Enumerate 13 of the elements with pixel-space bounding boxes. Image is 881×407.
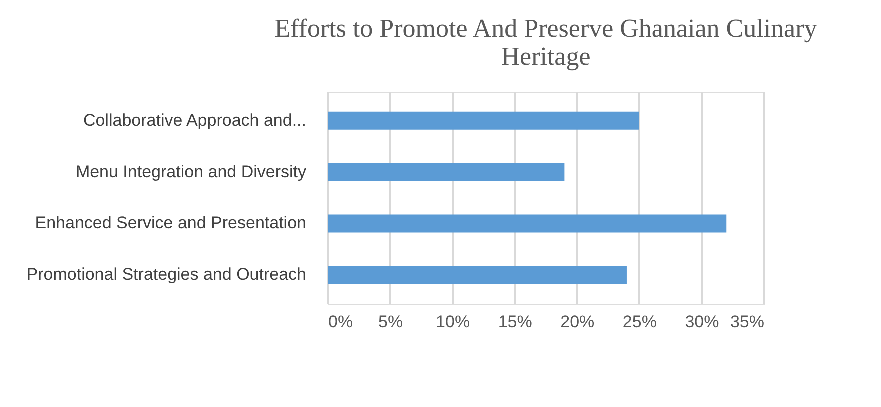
x-tick-label: 10% (436, 312, 470, 332)
x-tick-label: 5% (378, 312, 404, 332)
x-tick-label: 20% (560, 312, 595, 332)
x-tick-label: 25% (622, 312, 657, 332)
y-tick-label: Enhanced Service and Presentation (35, 214, 306, 233)
chart-title: Efforts to Promote And Preserve Ghanaian Culinary Heritage (274, 14, 818, 71)
x-tick-label: 35% (730, 312, 764, 332)
x-tick-label: 30% (685, 312, 720, 332)
x-tick-label: 15% (498, 312, 532, 332)
y-tick-label: Collaborative Approach and... (83, 110, 306, 130)
x-tick-label: 0% (328, 312, 354, 332)
y-tick-label: Menu Integration and Diversity (76, 162, 307, 182)
y-tick-label: Promotional Strategies and Outreach (26, 265, 306, 284)
